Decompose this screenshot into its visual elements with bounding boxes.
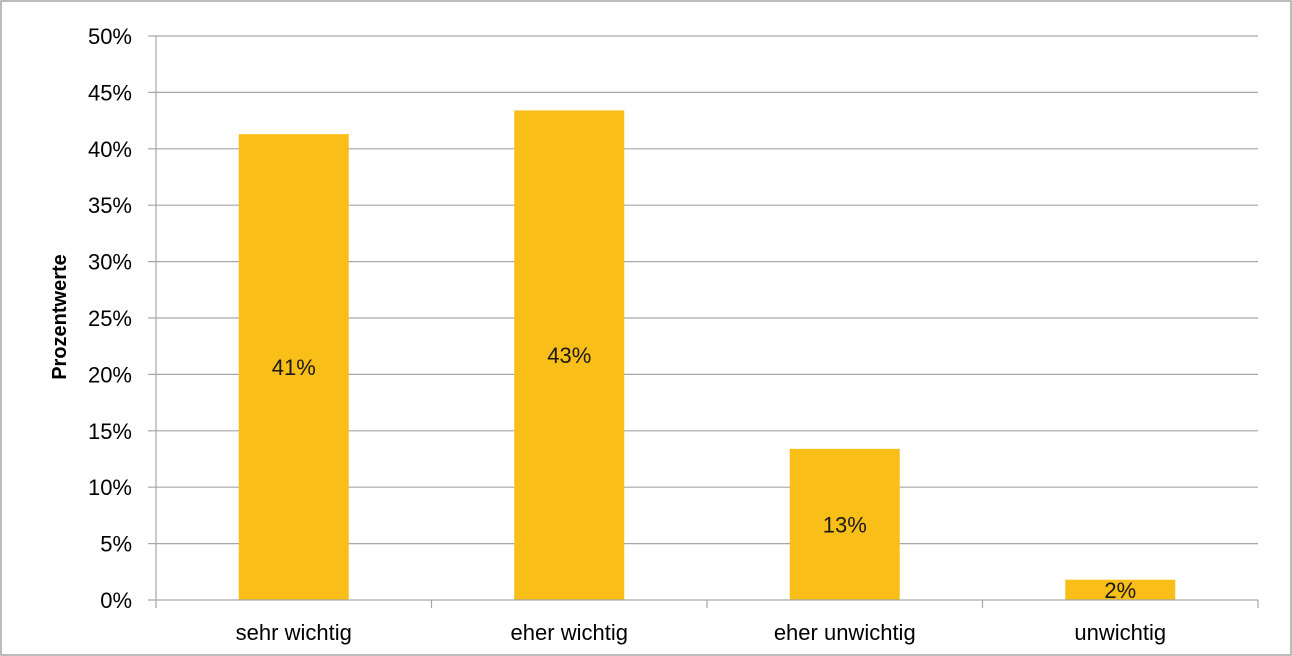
- bar: [789, 448, 900, 600]
- y-tick-label: 40%: [88, 137, 132, 162]
- y-tick-label: 35%: [88, 193, 132, 218]
- y-tick-label: 5%: [100, 532, 132, 557]
- y-tick-label: 15%: [88, 419, 132, 444]
- x-category-label: eher unwichtig: [774, 620, 916, 645]
- y-tick-label: 45%: [88, 80, 132, 105]
- data-label: 43%: [547, 343, 591, 368]
- data-label: 2%: [1104, 578, 1136, 603]
- bar: [1065, 579, 1176, 600]
- x-category-label: sehr wichtig: [236, 620, 352, 645]
- data-label: 13%: [823, 512, 867, 537]
- y-tick-label: 20%: [88, 362, 132, 387]
- y-tick-labels: 0% 5% 10% 15% 20% 25% 30% 35% 40% 45% 50%: [88, 24, 132, 613]
- axes: [148, 35, 1259, 608]
- x-category-label: eher wichtig: [511, 620, 628, 645]
- y-tick-label: 25%: [88, 306, 132, 331]
- y-tick-label: 50%: [88, 24, 132, 49]
- y-tick-label: 10%: [88, 475, 132, 500]
- y-axis-title: Prozentwerte: [49, 254, 71, 380]
- data-label: 41%: [272, 355, 316, 380]
- x-category-label: unwichtig: [1074, 620, 1166, 645]
- y-tick-label: 30%: [88, 250, 132, 275]
- x-category-labels: sehr wichtig eher wichtig eher unwichtig un…: [236, 620, 1166, 645]
- bars: [238, 110, 1176, 601]
- y-tick-label: 0%: [100, 588, 132, 613]
- bar: [514, 110, 625, 600]
- data-labels: 41% 43% 13% 2%: [272, 343, 1136, 603]
- bar: [238, 134, 349, 601]
